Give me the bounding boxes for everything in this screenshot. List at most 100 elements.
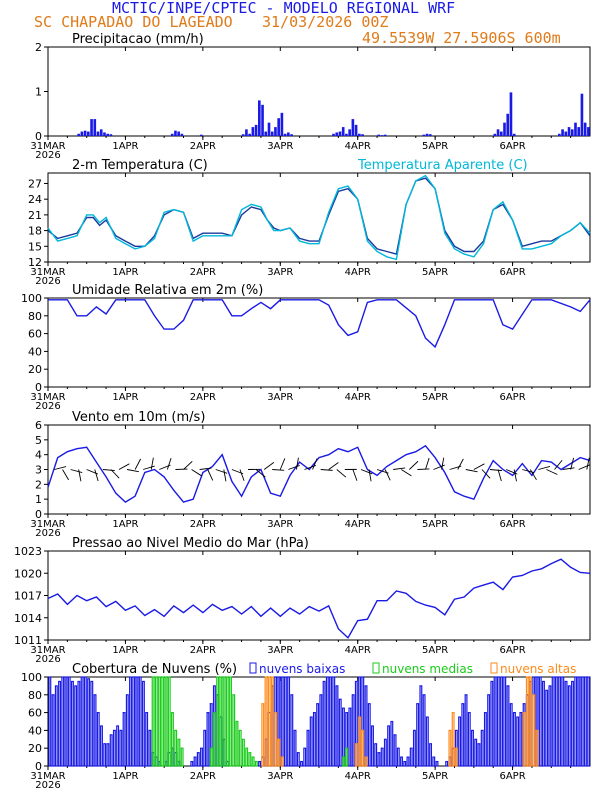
pres-ytick-label: 1023 [14, 545, 42, 558]
cloud-bar-nuvens-baixas [458, 716, 462, 767]
wind-barb [529, 469, 537, 481]
precip-bar [80, 131, 84, 136]
wind-barb [328, 462, 339, 470]
precip-bar [580, 93, 584, 136]
cloud-bar-nuvens-medias [245, 747, 249, 767]
wind-barb [360, 469, 373, 475]
cloud-bar-nuvens-medias [225, 676, 229, 767]
cloud-bar-nuvens-baixas [61, 676, 65, 767]
wind-barb [578, 464, 590, 470]
precip-bar [564, 131, 568, 136]
cloud-bar-nuvens-medias [251, 756, 255, 767]
cloud-bar-nuvens-altas [361, 729, 365, 767]
cloud-bar-nuvens-medias [212, 711, 216, 767]
cloud-bar-nuvens-altas [451, 711, 455, 767]
cloud-bar-nuvens-baixas [80, 676, 84, 767]
wind-xtick-label: 4APR [345, 519, 371, 530]
cloud-bar-nuvens-baixas [500, 676, 503, 767]
cloud-bar-nuvens-baixas [464, 694, 468, 767]
cloud-bar-nuvens-medias [180, 747, 184, 767]
cloud-bar-nuvens-baixas [109, 734, 113, 767]
cloud-bar-nuvens-baixas [496, 676, 500, 767]
precip-bar [103, 132, 106, 136]
temp-xtick-label: 31MAR [30, 267, 65, 278]
cloud-bar-nuvens-medias [341, 756, 345, 767]
precip-bar [277, 118, 280, 136]
cloud-bar-nuvens-baixas [190, 760, 194, 767]
wind-ytick-label: 1 [35, 493, 42, 506]
cloud-bar-nuvens-baixas [387, 725, 391, 767]
wind-barb [272, 469, 285, 471]
precip-bar [506, 113, 510, 136]
precip-bar [270, 131, 274, 136]
precip-xtick-label: 2APR [190, 141, 216, 152]
wind-barb [368, 469, 372, 482]
precip-bar [99, 129, 103, 136]
cloud-bar-nuvens-baixas [74, 685, 78, 767]
cloud-bar-nuvens-medias [177, 738, 181, 767]
cloud-bar-nuvens-baixas [371, 725, 374, 767]
cloud-bar-nuvens-baixas [545, 689, 549, 767]
cloud-bar-nuvens-baixas [480, 729, 484, 767]
wind-barb [223, 469, 227, 482]
cloud-bar-nuvens-baixas [200, 747, 203, 767]
cloud-legend-swatch [490, 662, 498, 674]
cloud-bar-nuvens-baixas [64, 676, 68, 767]
wind-barb [562, 467, 575, 470]
precip-ytick-label: 1 [35, 86, 42, 99]
wind-barb [352, 469, 358, 481]
cloud-bar-nuvens-altas [274, 711, 278, 767]
cloud-bar-nuvens-baixas [474, 738, 478, 767]
precip-xtick-label: 5APR [422, 141, 448, 152]
cloud-bar-nuvens-medias [164, 676, 168, 767]
cloud-bar-nuvens-baixas [77, 680, 81, 767]
precip-xtick-label: 3APR [267, 141, 293, 152]
cloud-bar-nuvens-medias [238, 729, 242, 767]
cloud-bar-nuvens-baixas [138, 676, 142, 767]
wind-barb [401, 469, 412, 477]
precip-bar [351, 119, 355, 136]
cloud-bar-nuvens-medias [219, 676, 223, 767]
cloud-bar-nuvens-baixas [554, 676, 558, 767]
wind-barb [110, 469, 120, 479]
precip-bar [83, 130, 87, 136]
cloud-bar-nuvens-altas [532, 694, 536, 767]
precip-bar [503, 122, 506, 136]
cloud-bar-nuvens-baixas [364, 685, 368, 767]
cloud-bar-nuvens-baixas [325, 676, 329, 767]
temp-panel: 12 15 18 21 24 27 31MAR 1APR 2APR 3APR 4APR 5APR 6AP… [28, 158, 591, 287]
cloud-bar-nuvens-baixas [287, 676, 291, 767]
wind-barb [263, 462, 275, 470]
cloud-bar-nuvens-baixas [351, 694, 355, 767]
cloud-bar-nuvens-baixas [409, 747, 413, 767]
precip-bar [561, 129, 564, 136]
clouds-ytick-label: 40 [28, 724, 42, 737]
precip-bar [96, 131, 100, 136]
cloud-bar-nuvens-baixas [348, 707, 352, 767]
temp-ytick-label: 24 [28, 193, 42, 206]
wind-barb [409, 460, 419, 470]
clouds-xtick-label: 1APR [112, 771, 138, 782]
cloud-bar-nuvens-baixas [83, 676, 87, 767]
pres-xtick-label: 31MAR [30, 645, 65, 656]
cloud-bar-nuvens-baixas [538, 676, 542, 767]
cloud-bar-nuvens-medias [232, 694, 236, 767]
cloud-bar-nuvens-baixas [416, 703, 420, 767]
precip-bar [93, 119, 97, 136]
cloud-bar-nuvens-baixas [577, 676, 581, 767]
wind-title: Vento em 10m (m/s) [72, 410, 205, 425]
pres-ytick-label: 1020 [14, 567, 42, 580]
clouds-xtick-label: 6APR [499, 771, 525, 782]
wind-barb [134, 458, 142, 470]
temp-legend: Temperatura Aparente (C) [357, 158, 528, 173]
wind-barb [70, 469, 83, 473]
cloud-bar-nuvens-baixas [583, 676, 587, 767]
cloud-bar-nuvens-baixas [567, 685, 571, 767]
clouds-xtick-label: 4APR [345, 771, 371, 782]
cloud-bar-nuvens-altas [271, 676, 274, 767]
cloud-bar-nuvens-baixas [422, 694, 426, 767]
temp-xtick-label: 6APR [499, 267, 525, 278]
cloud-bar-nuvens-baixas [406, 756, 410, 767]
temp-title: 2-m Temperatura (C) [72, 158, 208, 173]
